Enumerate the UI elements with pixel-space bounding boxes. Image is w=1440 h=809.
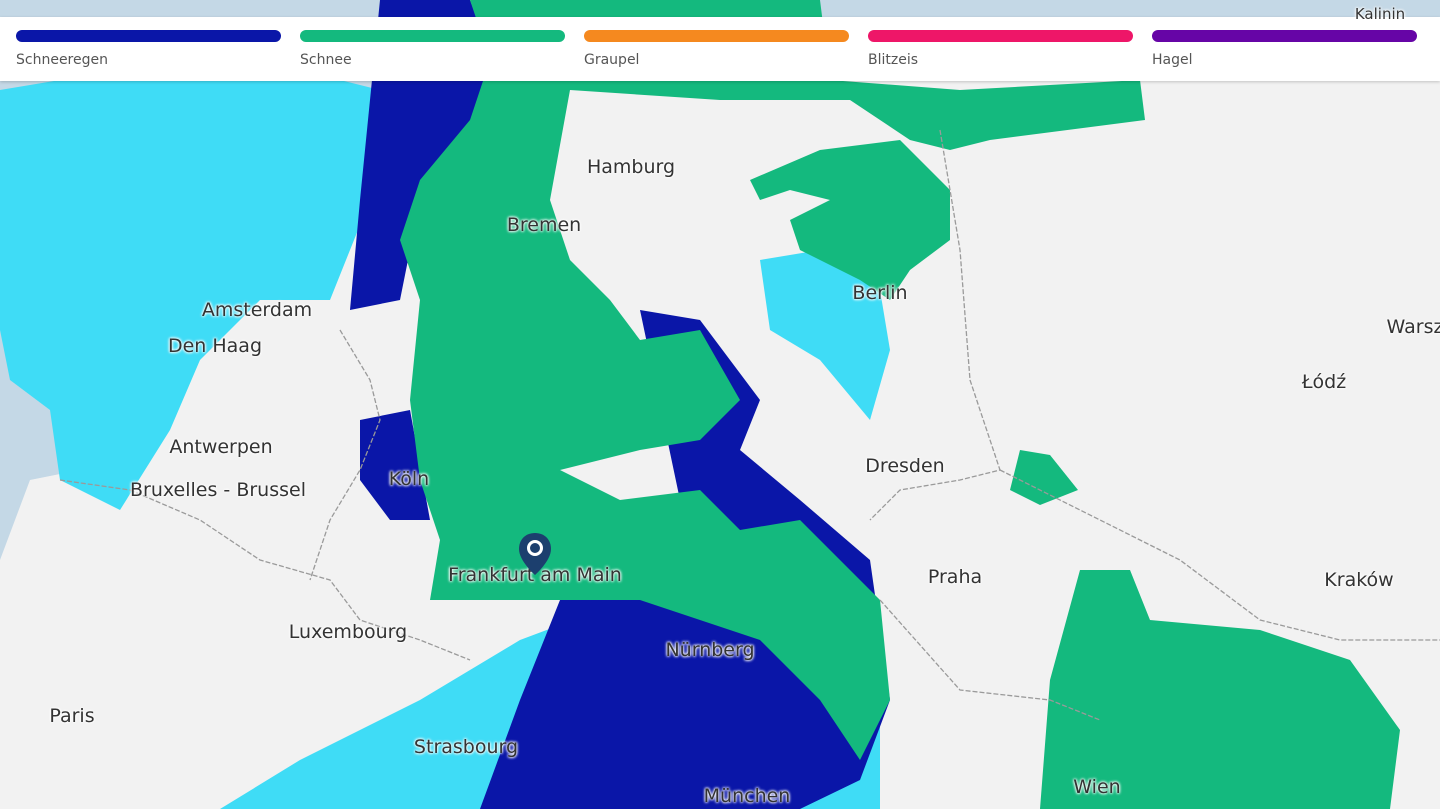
city-label: Den Haag [167, 335, 263, 357]
precipitation-legend: Schneeregen Schnee Graupel Blitzeis Hage… [0, 17, 1440, 81]
sleet-area-light [0, 60, 380, 510]
legend-label: Graupel [584, 52, 640, 68]
city-label: Warsz [1386, 316, 1440, 338]
city-label: Amsterdam [201, 299, 313, 321]
city-label: Hamburg [586, 156, 676, 178]
city-label: Antwerpen [169, 436, 273, 458]
legend-swatch [300, 30, 565, 42]
city-label: Praha [927, 566, 983, 588]
city-label: München [703, 785, 791, 807]
city-label: Bruxelles - Brussel [130, 479, 306, 501]
country-borders [59, 129, 1440, 721]
snow-wien [1040, 570, 1400, 809]
city-label: Berlin [852, 282, 908, 304]
snow-small [1010, 450, 1078, 505]
legend-label: Blitzeis [868, 52, 919, 68]
city-label: Paris [49, 705, 95, 727]
location-pin-icon[interactable] [517, 531, 553, 577]
city-label: Wien [1073, 776, 1121, 798]
city-label: Strasbourg [413, 736, 519, 758]
legend-swatch [1152, 30, 1417, 42]
legend-label: Schnee [300, 52, 352, 68]
city-label: Dresden [865, 455, 945, 477]
legend-swatch [16, 30, 281, 42]
snow-main [400, 0, 1145, 760]
legend-swatch [584, 30, 849, 42]
city-label: Kalinin [1354, 5, 1406, 23]
legend-label: Hagel [1152, 52, 1193, 68]
city-label: Łódź [1301, 371, 1347, 393]
legend-item-hagel: Hagel [1152, 30, 1417, 68]
sleet-koln [360, 410, 430, 520]
rain-light-berlin [760, 250, 890, 420]
legend-item-schneeregen: Schneeregen [16, 30, 281, 68]
snow-berlin [750, 140, 950, 300]
legend-item-blitzeis: Blitzeis [868, 30, 1133, 68]
city-label: Kraków [1324, 569, 1394, 591]
legend-swatch [868, 30, 1133, 42]
city-label: Nürnberg [665, 639, 755, 661]
legend-item-graupel: Graupel [584, 30, 849, 68]
legend-label: Schneeregen [16, 52, 108, 68]
city-label: Bremen [506, 214, 582, 236]
city-label: Luxembourg [288, 621, 408, 643]
city-label: Köln [388, 468, 430, 490]
legend-item-schnee: Schnee [300, 30, 565, 68]
